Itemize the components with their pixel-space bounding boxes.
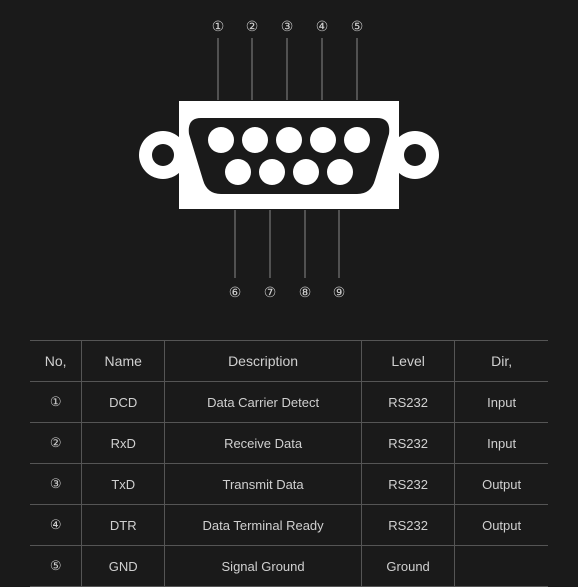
col-header-dir: Dir, bbox=[455, 341, 548, 382]
cell-level: Ground bbox=[362, 546, 455, 587]
cell-desc: Signal Ground bbox=[165, 546, 362, 587]
table-header-row: No, Name Description Level Dir, bbox=[30, 341, 548, 382]
cell-dir: Input bbox=[455, 423, 548, 464]
cell-name: GND bbox=[82, 546, 165, 587]
cell-level: RS232 bbox=[362, 382, 455, 423]
cell-dir: Input bbox=[455, 382, 548, 423]
pin-label-7: ⑦ bbox=[264, 284, 277, 301]
cell-level: RS232 bbox=[362, 505, 455, 546]
pin-label-1: ① bbox=[212, 18, 225, 35]
lead-line bbox=[322, 38, 323, 100]
table-row: ① DCD Data Carrier Detect RS232 Input bbox=[30, 382, 548, 423]
lead-line bbox=[252, 38, 253, 100]
cell-name: RxD bbox=[82, 423, 165, 464]
lead-line bbox=[339, 210, 340, 278]
pin-label-9: ⑨ bbox=[333, 284, 346, 301]
pin-label-5: ⑤ bbox=[351, 18, 364, 35]
col-header-desc: Description bbox=[165, 341, 362, 382]
cell-dir bbox=[455, 546, 548, 587]
cell-dir: Output bbox=[455, 505, 548, 546]
pin-label-3: ③ bbox=[281, 18, 294, 35]
lead-line bbox=[287, 38, 288, 100]
cell-no: ② bbox=[30, 423, 82, 464]
cell-desc: Data Terminal Ready bbox=[165, 505, 362, 546]
lead-line bbox=[218, 38, 219, 100]
cell-name: DCD bbox=[82, 382, 165, 423]
table-row: ④ DTR Data Terminal Ready RS232 Output bbox=[30, 505, 548, 546]
pin-label-4: ④ bbox=[316, 18, 329, 35]
table-row: ② RxD Receive Data RS232 Input bbox=[30, 423, 548, 464]
pin-label-6: ⑥ bbox=[229, 284, 242, 301]
pin-label-2: ② bbox=[246, 18, 259, 35]
cell-no: ⑤ bbox=[30, 546, 82, 587]
cell-name: DTR bbox=[82, 505, 165, 546]
pin-label-8: ⑧ bbox=[299, 284, 312, 301]
cell-desc: Data Carrier Detect bbox=[165, 382, 362, 423]
col-header-level: Level bbox=[362, 341, 455, 382]
cell-desc: Receive Data bbox=[165, 423, 362, 464]
cell-no: ④ bbox=[30, 505, 82, 546]
cell-dir: Output bbox=[455, 464, 548, 505]
cell-no: ③ bbox=[30, 464, 82, 505]
lead-line bbox=[270, 210, 271, 278]
cell-level: RS232 bbox=[362, 464, 455, 505]
cell-level: RS232 bbox=[362, 423, 455, 464]
cell-desc: Transmit Data bbox=[165, 464, 362, 505]
col-header-no: No, bbox=[30, 341, 82, 382]
col-header-name: Name bbox=[82, 341, 165, 382]
table-row: ③ TxD Transmit Data RS232 Output bbox=[30, 464, 548, 505]
cell-no: ① bbox=[30, 382, 82, 423]
table-row: ⑤ GND Signal Ground Ground bbox=[30, 546, 548, 587]
lead-line bbox=[357, 38, 358, 100]
cell-name: TxD bbox=[82, 464, 165, 505]
lead-line bbox=[305, 210, 306, 278]
db9-connector-icon bbox=[139, 100, 439, 215]
connector-diagram: ① ② ③ ④ ⑤ bbox=[0, 0, 578, 320]
pinout-table: No, Name Description Level Dir, ① DCD Da… bbox=[0, 340, 578, 587]
lead-line bbox=[235, 210, 236, 278]
